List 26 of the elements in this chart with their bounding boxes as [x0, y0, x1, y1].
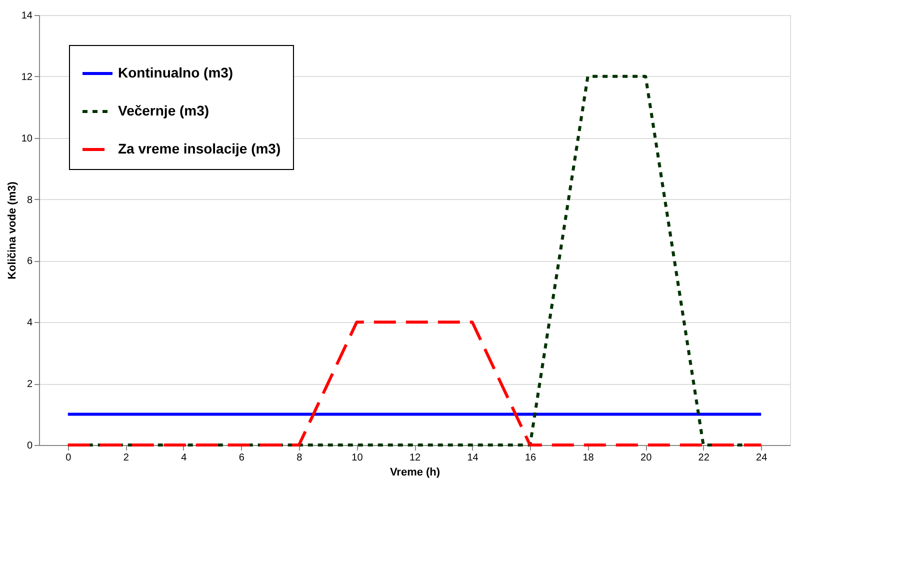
x-tick-label: 14 [467, 452, 479, 464]
x-tick-label: 4 [181, 452, 188, 464]
x-tick-label: 6 [238, 452, 245, 464]
legend-label: Večernje (m3) [118, 102, 210, 118]
x-tick-label: 2 [123, 452, 130, 464]
x-tick-label: 24 [756, 452, 768, 464]
y-tick-label: 12 [21, 72, 33, 83]
y-tick-label: 10 [21, 133, 33, 144]
y-tick-label: 8 [26, 194, 33, 206]
y-tick-label: 2 [26, 379, 33, 390]
y-tick-label: 14 [21, 10, 33, 22]
x-tick-label: 8 [296, 452, 303, 464]
x-tick-label: 20 [640, 452, 652, 464]
y-tick-label: 4 [26, 318, 33, 329]
y-tick-label: 0 [26, 440, 33, 452]
x-tick-label: 22 [698, 452, 710, 464]
x-tick-label: 0 [66, 452, 72, 464]
x-tick-label: 18 [582, 452, 594, 464]
y-axis-title: Količina vode (m3) [6, 181, 18, 280]
x-tick-label: 16 [524, 452, 537, 464]
x-axis-title: Vreme (h) [390, 466, 440, 478]
y-tick-label: 6 [26, 256, 33, 268]
x-tick-label: 10 [352, 452, 364, 464]
legend-label: Kontinualno (m3) [118, 64, 234, 80]
x-tick-label: 12 [409, 452, 421, 464]
legend-label: Za vreme insolacije (m3) [118, 140, 281, 156]
